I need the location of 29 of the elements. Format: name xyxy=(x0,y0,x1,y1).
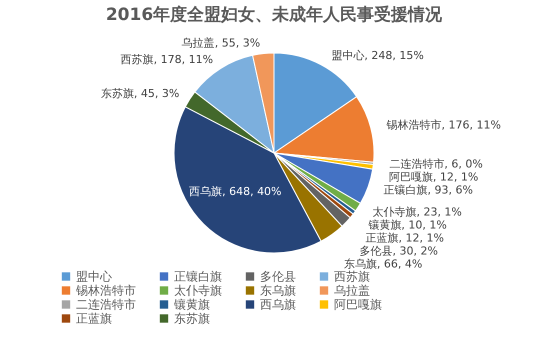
legend-label: 镶黄旗 xyxy=(173,298,210,312)
legend-label: 西苏旗 xyxy=(334,270,370,284)
chart-title: 2016年度全盟妇女、未成年人民事受援情况 xyxy=(106,5,444,25)
data-label: 西苏旗, 178, 11% xyxy=(120,53,214,66)
legend-label: 东乌旗 xyxy=(260,284,296,298)
data-label: 多伦县, 30, 2% xyxy=(360,244,438,258)
legend-label: 正镶白旗 xyxy=(174,270,222,284)
data-label: 太仆寺旗, 23, 1% xyxy=(372,206,462,219)
legend-label: 多伦县 xyxy=(260,270,296,284)
data-label: 锡林浩特市, 176, 11% xyxy=(386,118,501,132)
legend-label: 乌拉盖 xyxy=(334,284,370,298)
legend-label: 西乌旗 xyxy=(260,298,296,312)
data-label: 东苏旗, 45, 3% xyxy=(100,86,180,100)
data-label: 东乌旗, 66, 4% xyxy=(344,258,422,271)
legend-label: 太仆寺旗 xyxy=(174,284,222,298)
legend-label: 阿巴嘎旗 xyxy=(334,298,382,312)
data-label: 乌拉盖, 55, 3% xyxy=(182,36,260,50)
legend-label: 盟中心 xyxy=(76,270,112,284)
data-label: 正蓝旗, 12, 1% xyxy=(366,232,444,245)
data-label: 正镶白旗, 93, 6% xyxy=(384,183,473,196)
legend-label: 锡林浩特市 xyxy=(75,284,136,298)
data-label: 西乌旗, 648, 40% xyxy=(189,185,282,198)
data-label: 二连浩特市, 6, 0% xyxy=(389,157,483,170)
legend-label: 正蓝旗 xyxy=(76,312,112,326)
legend-label: 二连浩特市 xyxy=(76,298,136,312)
data-label: 盟中心, 248, 15% xyxy=(331,48,424,62)
data-label: 镶黄旗, 10, 1% xyxy=(367,218,447,232)
data-label: 阿巴嘎旗, 12, 1% xyxy=(388,170,478,184)
legend-label: 东苏旗 xyxy=(174,312,210,326)
